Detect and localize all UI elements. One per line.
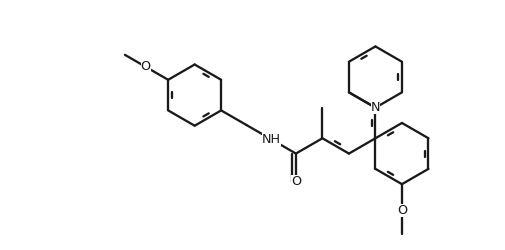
- Text: N: N: [371, 101, 380, 114]
- Text: O: O: [291, 175, 301, 188]
- Text: O: O: [397, 204, 407, 217]
- Text: O: O: [140, 60, 150, 73]
- Text: NH: NH: [262, 133, 281, 146]
